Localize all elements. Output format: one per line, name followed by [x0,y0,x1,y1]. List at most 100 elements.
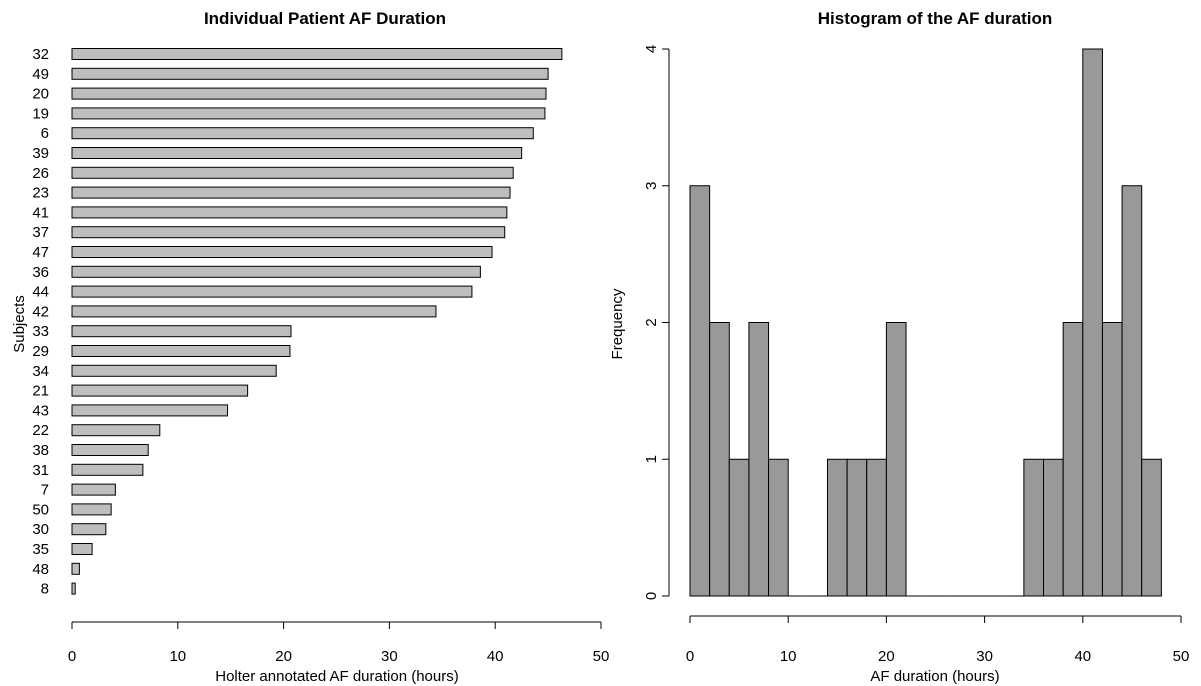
right-x-tick-label: 20 [878,648,895,665]
category-label: 50 [32,501,49,518]
bar-subject-33 [71,325,292,338]
bar-subject-20 [71,87,547,100]
histogram-bars [689,48,1162,597]
category-label: 49 [32,66,49,83]
left-category-labels: 32 49 20 19 6 39 26 23 41 37 47 36 44 42 33 29 34 21 43 22 3… [32,46,49,598]
category-label: 20 [32,86,49,103]
category-label: 23 [32,185,49,202]
left-x-tick-label: 40 [487,648,504,665]
category-label: 34 [32,363,49,380]
bar-subject-43 [71,404,229,417]
bar-subject-21 [71,384,249,397]
category-label: 47 [32,244,49,261]
bar-subject-23 [71,186,511,199]
right-x-tick-label: 10 [780,648,797,665]
category-label: 33 [32,323,49,340]
bar-subject-50 [71,503,112,516]
bar-subject-29 [71,345,291,357]
bar-subject-32 [71,48,563,60]
bar-subject-36 [71,265,481,278]
left-chart-title: Individual Patient AF Duration [204,9,446,28]
histogram-bar [768,458,789,597]
histogram-bar [1121,185,1143,597]
bar-subject-22 [71,424,161,437]
bar-subject-39 [71,147,523,159]
histogram-bar [1043,458,1064,597]
histogram-bar [846,458,868,597]
histogram-bar [709,322,730,597]
right-y-tick-label: 3 [643,182,660,190]
right-x-tick-label: 30 [976,648,993,665]
bar-subject-30 [71,523,107,536]
bar-subject-44 [71,285,473,298]
left-chart-panel: Individual Patient AF Duration Holter an… [11,9,609,685]
histogram-bar [1062,322,1084,597]
category-label: 38 [32,442,49,459]
category-label: 7 [41,482,49,499]
category-label: 29 [32,343,49,360]
histogram-bar [689,185,711,597]
category-label: 31 [32,462,49,479]
category-label: 39 [32,145,49,162]
left-x-tick-label: 30 [381,648,398,665]
category-label: 44 [32,284,49,301]
category-label: 41 [32,204,49,221]
histogram-bar [866,458,887,597]
histogram-bar [826,458,848,597]
category-label: 19 [32,105,49,122]
right-chart-title: Histogram of the AF duration [818,9,1053,28]
right-x-tick-label: 0 [686,648,694,665]
category-label: 48 [32,561,49,578]
bar-subject-49 [71,67,549,80]
left-x-axis-label: Holter annotated AF duration (hours) [215,668,458,685]
bar-subject-42 [71,305,437,318]
category-label: 21 [32,383,49,400]
histogram-bar [748,322,770,597]
right-y-axis-label: Frequency [609,288,626,359]
right-x-tick-label: 40 [1074,648,1091,665]
bar-subject-31 [71,463,144,476]
right-x-axis: 0 10 20 30 40 50 [686,615,1190,665]
category-label: 42 [32,303,49,320]
right-y-axis: 0 1 2 3 4 [643,45,670,600]
bar-subject-41 [71,206,508,219]
category-label: 8 [41,581,49,598]
bar-subject-19 [71,107,546,120]
histogram-bar [885,322,907,597]
right-x-axis-label: AF duration (hours) [870,668,999,685]
category-label: 36 [32,264,49,281]
bar-subject-38 [71,444,149,456]
category-label: 35 [32,541,49,558]
right-chart-panel: Histogram of the AF duration AF duration… [609,9,1189,685]
left-y-axis-label: Subjects [11,295,28,353]
category-label: 22 [32,422,49,439]
left-x-tick-label: 20 [275,648,292,665]
bar-subject-6 [71,127,534,140]
right-x-tick-label: 50 [1173,648,1190,665]
histogram-bar [1023,458,1045,597]
category-label: 6 [41,125,49,142]
left-x-tick-label: 50 [593,648,610,665]
category-label: 37 [32,224,49,241]
right-y-tick-label: 2 [643,318,660,326]
left-x-tick-label: 0 [68,648,76,665]
bar-subject-47 [71,246,493,258]
histogram-bar [1141,458,1162,597]
right-y-tick-label: 1 [643,455,660,463]
bar-subject-8 [71,582,76,595]
histogram-bar [1101,322,1123,597]
histogram-bar [728,458,750,597]
left-x-axis: 0 10 20 30 40 50 [68,621,610,665]
bar-subject-37 [71,226,506,239]
bar-subject-7 [71,483,116,496]
left-x-tick-label: 10 [169,648,186,665]
category-label: 30 [32,521,49,538]
right-y-tick-label: 0 [643,592,660,600]
bar-subject-26 [71,166,514,179]
bar-subject-34 [71,364,277,377]
category-label: 26 [32,165,49,182]
bar-subject-48 [71,562,80,575]
bar-subject-35 [71,543,93,555]
category-label: 43 [32,402,49,419]
